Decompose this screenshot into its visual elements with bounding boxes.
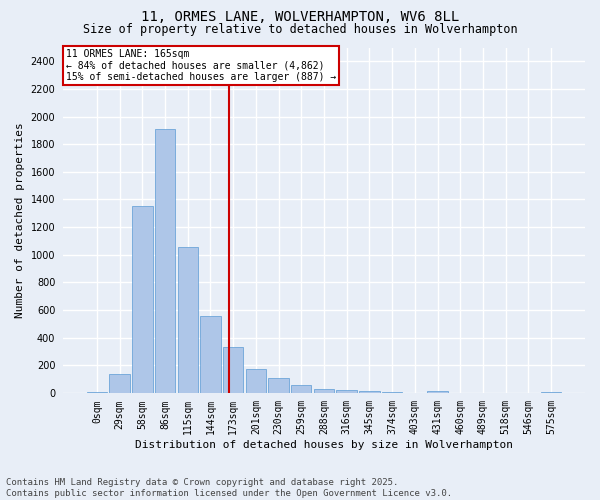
X-axis label: Distribution of detached houses by size in Wolverhampton: Distribution of detached houses by size … bbox=[135, 440, 513, 450]
Bar bbox=[109, 374, 130, 393]
Text: Size of property relative to detached houses in Wolverhampton: Size of property relative to detached ho… bbox=[83, 22, 517, 36]
Bar bbox=[541, 392, 561, 393]
Bar bbox=[132, 206, 152, 393]
Bar bbox=[359, 391, 380, 393]
Y-axis label: Number of detached properties: Number of detached properties bbox=[15, 122, 25, 318]
Bar bbox=[245, 370, 266, 393]
Bar bbox=[178, 247, 198, 393]
Bar bbox=[291, 386, 311, 393]
Bar bbox=[268, 378, 289, 393]
Bar bbox=[337, 390, 357, 393]
Text: Contains HM Land Registry data © Crown copyright and database right 2025.
Contai: Contains HM Land Registry data © Crown c… bbox=[6, 478, 452, 498]
Text: 11 ORMES LANE: 165sqm
← 84% of detached houses are smaller (4,862)
15% of semi-d: 11 ORMES LANE: 165sqm ← 84% of detached … bbox=[65, 49, 336, 82]
Bar bbox=[223, 348, 244, 393]
Bar bbox=[155, 129, 175, 393]
Bar bbox=[86, 392, 107, 393]
Bar bbox=[382, 392, 403, 393]
Text: 11, ORMES LANE, WOLVERHAMPTON, WV6 8LL: 11, ORMES LANE, WOLVERHAMPTON, WV6 8LL bbox=[141, 10, 459, 24]
Bar bbox=[314, 389, 334, 393]
Bar bbox=[200, 316, 221, 393]
Bar bbox=[427, 392, 448, 393]
